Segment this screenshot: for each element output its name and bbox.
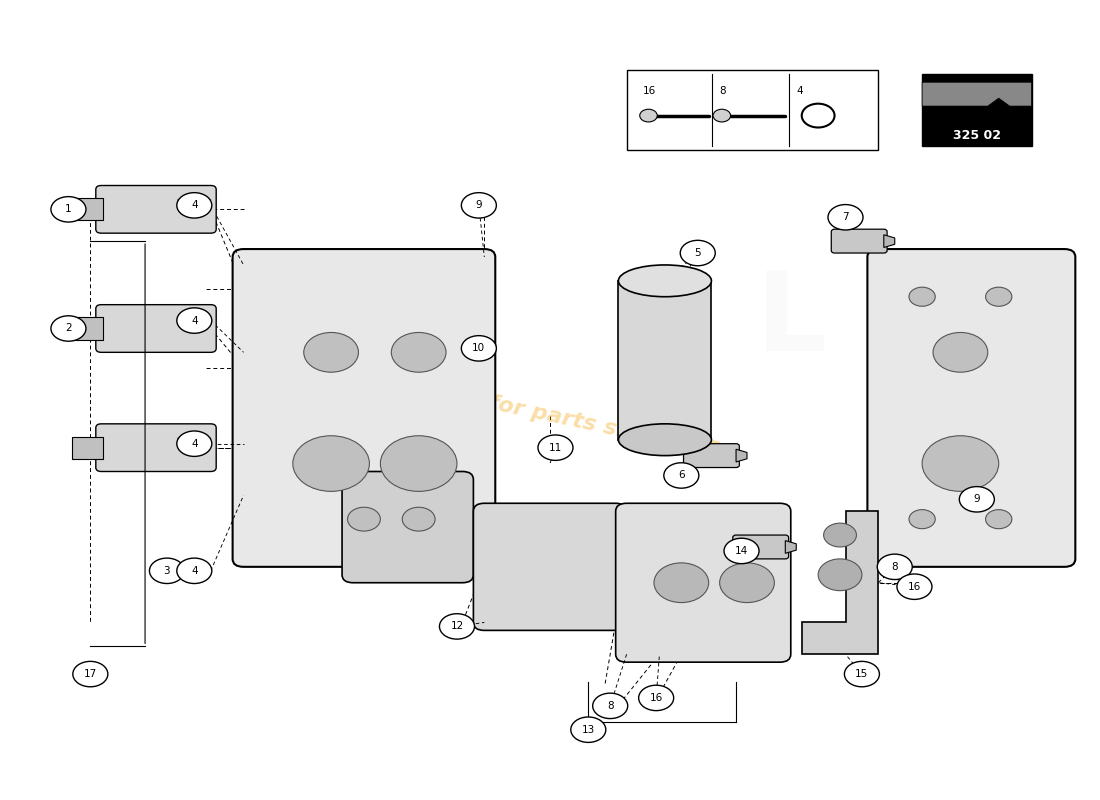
Circle shape <box>986 287 1012 306</box>
Polygon shape <box>802 511 878 654</box>
Text: 8: 8 <box>719 86 726 96</box>
FancyBboxPatch shape <box>473 503 627 630</box>
Text: 10: 10 <box>472 343 485 354</box>
FancyBboxPatch shape <box>96 186 217 233</box>
Text: L: L <box>756 267 826 374</box>
Text: 4: 4 <box>191 438 198 449</box>
FancyBboxPatch shape <box>342 471 473 582</box>
Ellipse shape <box>618 424 712 456</box>
Text: 2: 2 <box>65 323 72 334</box>
Text: 8: 8 <box>607 701 614 711</box>
Circle shape <box>719 563 774 602</box>
Circle shape <box>177 308 212 334</box>
Circle shape <box>639 686 673 710</box>
Ellipse shape <box>618 265 712 297</box>
Circle shape <box>909 287 935 306</box>
Polygon shape <box>883 234 894 247</box>
Circle shape <box>828 205 864 230</box>
Circle shape <box>150 558 185 583</box>
Circle shape <box>593 693 628 718</box>
Text: 14: 14 <box>735 546 748 556</box>
Circle shape <box>824 523 857 547</box>
Text: 9: 9 <box>475 200 482 210</box>
FancyBboxPatch shape <box>868 249 1076 567</box>
Circle shape <box>959 486 994 512</box>
Circle shape <box>663 462 698 488</box>
FancyBboxPatch shape <box>832 229 887 253</box>
Text: 16: 16 <box>649 693 663 703</box>
Circle shape <box>909 510 935 529</box>
Text: 16: 16 <box>644 86 657 96</box>
Polygon shape <box>922 82 1032 106</box>
FancyBboxPatch shape <box>922 74 1032 146</box>
Circle shape <box>381 436 456 491</box>
FancyBboxPatch shape <box>616 503 791 662</box>
FancyBboxPatch shape <box>733 535 789 559</box>
Text: 9: 9 <box>974 494 980 504</box>
Text: 5: 5 <box>694 248 701 258</box>
FancyBboxPatch shape <box>232 249 495 567</box>
Circle shape <box>51 316 86 342</box>
Text: 15: 15 <box>856 669 869 679</box>
FancyBboxPatch shape <box>96 305 217 352</box>
Circle shape <box>461 336 496 361</box>
FancyBboxPatch shape <box>72 437 103 458</box>
FancyBboxPatch shape <box>72 198 103 221</box>
Text: 4: 4 <box>796 86 803 96</box>
Text: 11: 11 <box>549 442 562 453</box>
Circle shape <box>177 558 212 583</box>
Text: 1: 1 <box>65 204 72 214</box>
Polygon shape <box>785 541 796 554</box>
Circle shape <box>304 333 359 372</box>
Circle shape <box>933 333 988 372</box>
Circle shape <box>403 507 436 531</box>
Circle shape <box>571 717 606 742</box>
Circle shape <box>440 614 474 639</box>
Circle shape <box>51 197 86 222</box>
Circle shape <box>896 574 932 599</box>
Polygon shape <box>736 450 747 462</box>
Circle shape <box>845 662 879 686</box>
Text: a passion for parts since 1985: a passion for parts since 1985 <box>363 366 737 465</box>
Circle shape <box>818 559 862 590</box>
FancyBboxPatch shape <box>96 424 217 471</box>
FancyBboxPatch shape <box>72 318 103 340</box>
Text: 3: 3 <box>164 566 170 576</box>
Circle shape <box>293 436 370 491</box>
Circle shape <box>724 538 759 564</box>
Text: 6: 6 <box>678 470 684 481</box>
Text: 7: 7 <box>843 212 849 222</box>
Text: 17: 17 <box>84 669 97 679</box>
Text: 4: 4 <box>191 315 198 326</box>
Text: 8: 8 <box>891 562 898 572</box>
Circle shape <box>654 563 708 602</box>
Text: 16: 16 <box>908 582 921 592</box>
Circle shape <box>802 104 835 127</box>
Circle shape <box>348 507 381 531</box>
FancyBboxPatch shape <box>627 70 878 150</box>
Circle shape <box>73 662 108 686</box>
Text: 325 02: 325 02 <box>953 129 1001 142</box>
Circle shape <box>177 193 212 218</box>
Text: 4: 4 <box>191 200 198 210</box>
Circle shape <box>392 333 446 372</box>
FancyBboxPatch shape <box>683 444 739 467</box>
Text: 4: 4 <box>191 566 198 576</box>
Text: 13: 13 <box>582 725 595 734</box>
Circle shape <box>640 110 658 122</box>
Circle shape <box>538 435 573 460</box>
Circle shape <box>713 110 730 122</box>
Circle shape <box>986 510 1012 529</box>
Circle shape <box>922 436 999 491</box>
Circle shape <box>461 193 496 218</box>
Text: 12: 12 <box>450 622 463 631</box>
Bar <box>618 281 712 440</box>
Circle shape <box>177 431 212 457</box>
Circle shape <box>680 240 715 266</box>
Circle shape <box>877 554 912 579</box>
